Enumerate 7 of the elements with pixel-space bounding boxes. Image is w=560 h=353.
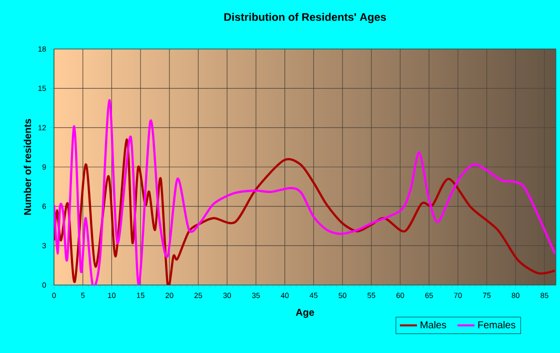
legend-label: Females <box>478 321 516 328</box>
legend-label: Males <box>420 321 446 328</box>
line-series <box>54 99 556 285</box>
x-axis-title: Age <box>296 308 314 318</box>
line-series <box>54 138 556 285</box>
chart-title: Distribution of Residents' Ages <box>224 12 386 24</box>
y-axis-title: Number of residents <box>24 118 32 215</box>
